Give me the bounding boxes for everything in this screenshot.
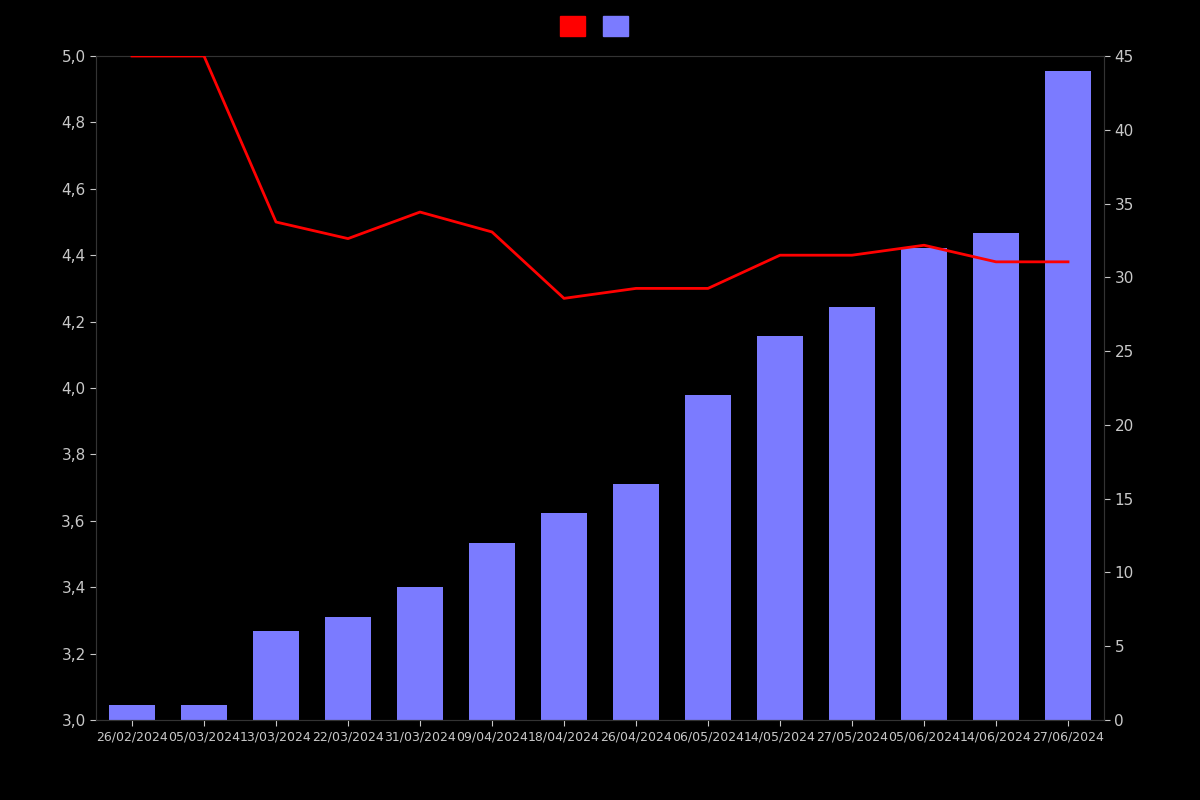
Bar	[684, 395, 732, 720]
Bar	[1044, 70, 1092, 720]
Bar	[180, 706, 228, 720]
Bar	[108, 706, 156, 720]
Bar	[396, 587, 444, 720]
Bar	[253, 631, 300, 720]
Bar	[468, 543, 516, 720]
Bar	[757, 336, 804, 720]
Bar	[973, 233, 1020, 720]
Bar	[829, 307, 876, 720]
Bar	[540, 514, 588, 720]
Bar	[324, 617, 372, 720]
Bar	[900, 248, 948, 720]
Legend: , : ,	[560, 17, 640, 36]
Bar	[612, 484, 660, 720]
